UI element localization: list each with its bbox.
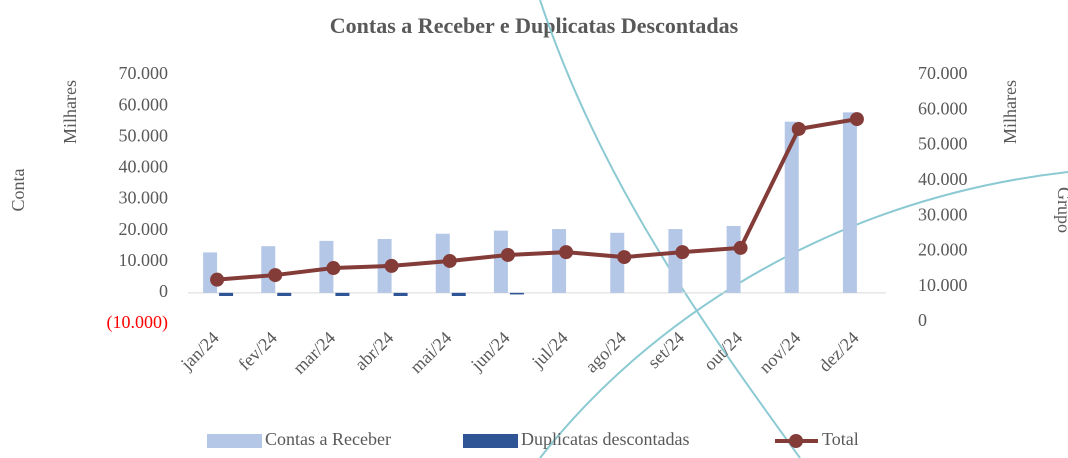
y2-tick-label: 0 — [918, 310, 927, 330]
y2-tick-label: 20.000 — [918, 240, 968, 260]
y-unit-label: Milhares — [60, 80, 80, 144]
y-tick-label: 0 — [159, 281, 168, 301]
legend-label: Duplicatas descontadas — [521, 429, 689, 449]
x-tick-label: out/24 — [700, 328, 747, 375]
bar — [842, 112, 857, 293]
bar — [393, 292, 408, 296]
y2-axis-title: Grupo — [1054, 187, 1068, 233]
line-point — [442, 253, 457, 268]
bar — [261, 246, 276, 293]
line-point — [559, 245, 574, 260]
bar — [493, 230, 508, 293]
y2-tick-label: 70.000 — [918, 63, 968, 83]
x-tick-label: mar/24 — [289, 328, 339, 378]
bar — [219, 292, 234, 296]
bar — [552, 229, 567, 293]
y-tick-label: 70.000 — [119, 63, 169, 83]
y-tick-label: (10.000) — [107, 312, 169, 333]
line-point — [500, 247, 515, 262]
y-tick-label: 50.000 — [119, 125, 169, 145]
y2-tick-label: 40.000 — [918, 169, 968, 189]
x-tick-label: mai/24 — [406, 328, 455, 377]
y2-tick-label: 50.000 — [918, 134, 968, 154]
x-tick-label: nov/24 — [755, 328, 805, 378]
legend-swatch — [463, 434, 518, 448]
line-point — [617, 250, 632, 265]
legend-label: Contas a Receber — [265, 429, 391, 449]
line-point — [326, 261, 341, 276]
bar — [509, 292, 524, 295]
bar — [668, 229, 683, 293]
y-tick-label: 10.000 — [119, 250, 169, 270]
bar — [451, 292, 466, 296]
legend-swatch — [789, 434, 803, 448]
decor-curve — [539, 0, 801, 458]
y2-tick-label: 10.000 — [918, 275, 968, 295]
y2-tick-label: 60.000 — [918, 98, 968, 118]
x-tick-label: abr/24 — [351, 328, 398, 375]
bar — [784, 121, 799, 293]
line-point — [791, 121, 806, 136]
y-tick-label: 60.000 — [119, 94, 169, 114]
line-point — [210, 272, 225, 287]
line-point — [849, 112, 864, 127]
bar — [277, 292, 292, 296]
decor-curve — [539, 171, 1068, 458]
y-tick-label: 30.000 — [119, 188, 169, 208]
x-tick-label: fev/24 — [234, 328, 281, 375]
line — [216, 117, 858, 282]
y-axis-title: Conta — [8, 168, 28, 211]
y2-tick-label: 30.000 — [918, 204, 968, 224]
line-point — [268, 268, 283, 283]
chart-title: Contas a Receber e Duplicatas Descontada… — [330, 13, 739, 38]
x-tick-label: dez/24 — [815, 328, 863, 376]
y-tick-label: 20.000 — [119, 219, 169, 239]
line-point — [733, 240, 748, 255]
bar — [610, 232, 625, 293]
bar — [203, 252, 218, 293]
bar — [335, 292, 350, 296]
x-tick-label: jul/24 — [527, 328, 572, 373]
line-point — [675, 245, 690, 260]
x-tick-label: jun/24 — [466, 328, 513, 375]
bar — [726, 225, 741, 293]
y2-unit-label: Milhares — [1000, 80, 1020, 144]
legend-swatch — [207, 434, 262, 448]
line-point — [384, 258, 399, 273]
x-tick-label: jan/24 — [176, 328, 223, 375]
y-tick-label: 40.000 — [119, 157, 169, 177]
legend-label: Total — [822, 429, 859, 449]
